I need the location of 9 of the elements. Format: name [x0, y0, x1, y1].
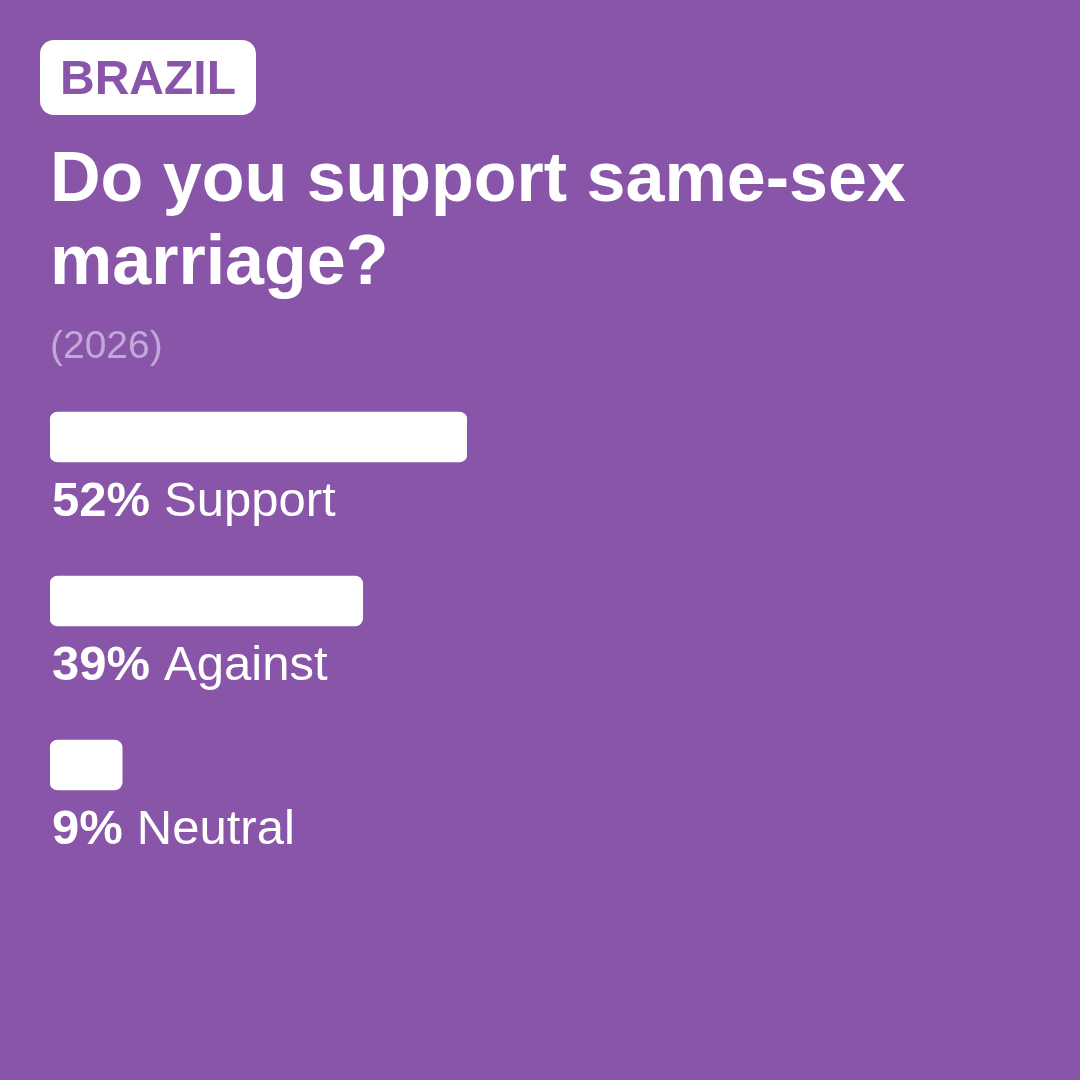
data-label: 39% — [52, 636, 151, 690]
y-tick-label: Against — [164, 636, 328, 690]
data-label: 52% — [52, 472, 151, 526]
y-tick-label: Support — [164, 472, 337, 526]
data-label: 9% — [52, 800, 123, 854]
y-tick-label: Neutral — [136, 800, 295, 854]
chart-title: Do you support same-sex marriage? — [50, 137, 907, 301]
text: (2026) — [50, 322, 163, 368]
text: BRAZIL — [60, 51, 236, 104]
